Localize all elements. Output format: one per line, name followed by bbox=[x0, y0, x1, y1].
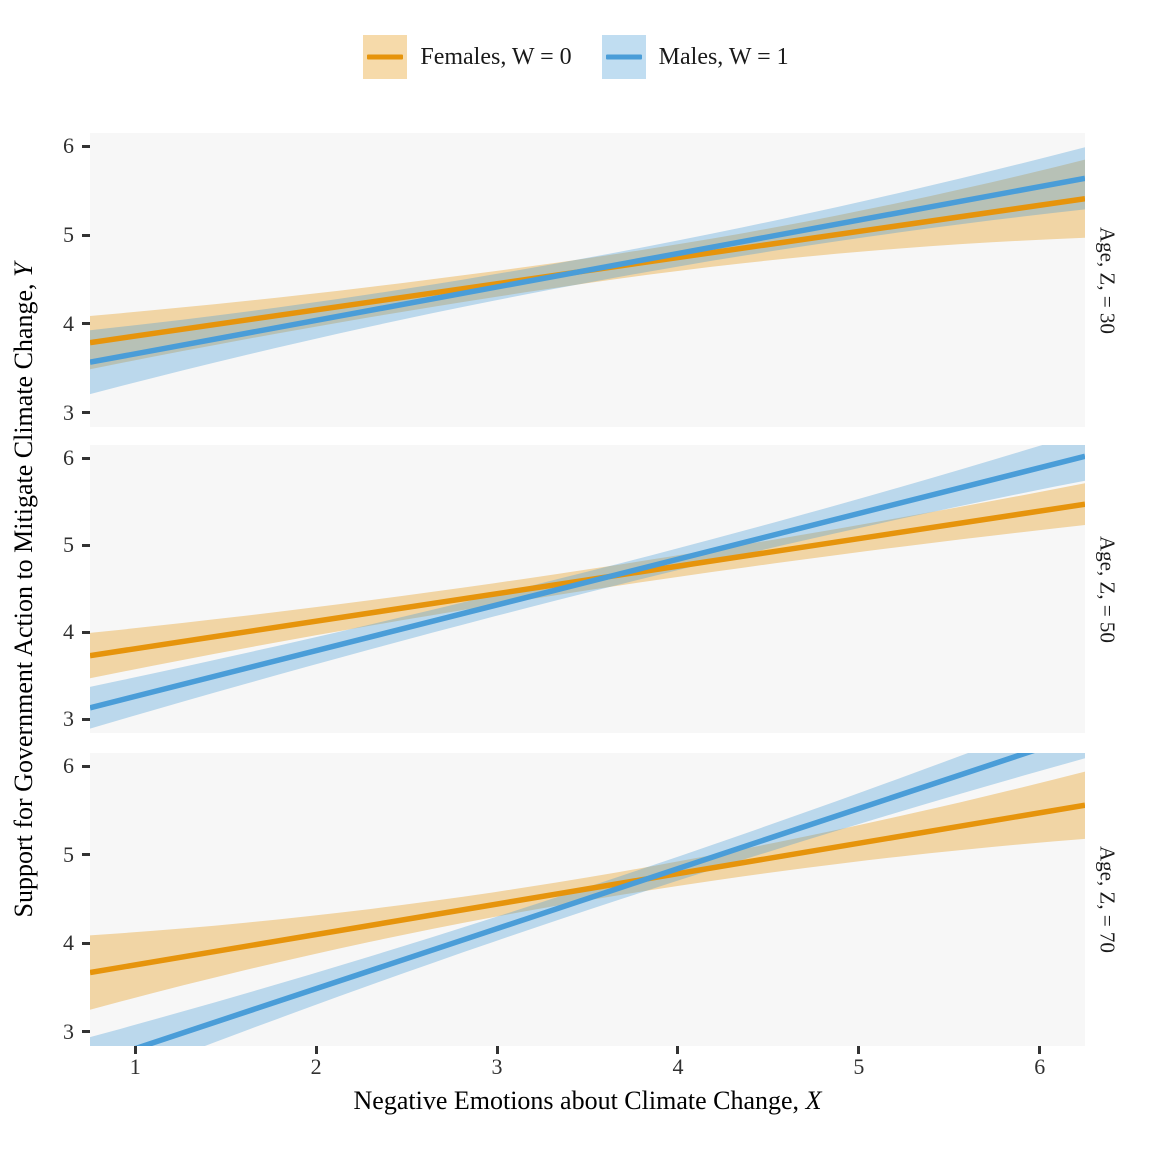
x-axis-tick-mark bbox=[676, 1046, 680, 1054]
y-axis-tick-label: 5 bbox=[63, 222, 74, 248]
y-axis-tick-mark bbox=[82, 411, 90, 415]
x-axis-title-text: Negative Emotions about Climate Change, bbox=[353, 1086, 806, 1115]
legend-label: Males, W = 1 bbox=[658, 43, 789, 70]
x-axis-tick-label: 5 bbox=[853, 1054, 865, 1079]
y-axis-tick-mark bbox=[82, 543, 90, 547]
x-axis-tick-label: 1 bbox=[129, 1054, 141, 1079]
y-axis-tick-label: 4 bbox=[63, 930, 74, 956]
facet-strip-label: Age, Z, = 50 bbox=[1095, 535, 1120, 643]
y-axis-title-text: Support for Government Action to Mitigat… bbox=[9, 276, 38, 918]
y-axis-tick-mark bbox=[82, 764, 90, 768]
y-axis-tick-label: 5 bbox=[63, 841, 74, 867]
x-axis-title: Negative Emotions about Climate Change, … bbox=[90, 1086, 1085, 1116]
y-axis-tick-label: 6 bbox=[63, 445, 74, 471]
y-axis-tick-mark bbox=[82, 1030, 90, 1034]
y-axis-tick-mark bbox=[82, 456, 90, 460]
facet-strip-label: Age, Z, = 70 bbox=[1095, 846, 1120, 953]
legend-item: Females, W = 0 bbox=[363, 35, 572, 79]
y-axis-tick-mark bbox=[82, 630, 90, 634]
y-axis-tick-mark bbox=[82, 233, 90, 237]
facet-panel-z30 bbox=[90, 133, 1085, 427]
facet-panel-z70 bbox=[90, 753, 1085, 1046]
regression-line-males bbox=[90, 453, 1085, 711]
x-axis-title-variable: X bbox=[805, 1086, 822, 1115]
legend: Females, W = 0 Males, W = 1 bbox=[0, 34, 1152, 80]
y-axis-title-variable: Y bbox=[9, 262, 38, 277]
x-axis-tick-label: 3 bbox=[491, 1054, 503, 1079]
y-axis-tick-label: 3 bbox=[63, 399, 74, 425]
legend-key-line bbox=[605, 54, 642, 60]
facet-panel-z50 bbox=[90, 445, 1085, 733]
legend-key-swatch bbox=[363, 35, 408, 79]
y-axis-tick-mark bbox=[82, 717, 90, 721]
y-axis-tick-label: 6 bbox=[63, 133, 74, 159]
x-axis-tick-label: 6 bbox=[1034, 1054, 1046, 1079]
y-axis-tick-mark bbox=[82, 322, 90, 326]
y-axis-tick-label: 3 bbox=[63, 1018, 74, 1044]
x-axis-tick-mark bbox=[133, 1046, 137, 1054]
y-axis-tick-mark bbox=[82, 144, 90, 148]
x-axis-tick-mark bbox=[857, 1046, 861, 1054]
y-axis-tick-label: 5 bbox=[63, 532, 74, 558]
y-axis-tick-mark bbox=[82, 941, 90, 945]
legend-item: Males, W = 1 bbox=[601, 35, 789, 79]
x-axis-tick-mark bbox=[495, 1046, 499, 1054]
y-axis-tick-label: 4 bbox=[63, 310, 74, 336]
y-axis-tick-mark bbox=[82, 853, 90, 857]
regression-line-males bbox=[90, 175, 1085, 365]
legend-key-line bbox=[367, 54, 404, 60]
legend-key-swatch bbox=[601, 35, 646, 79]
x-axis-tick-mark bbox=[314, 1046, 318, 1054]
regression-line-males bbox=[134, 753, 1035, 1046]
legend-label: Females, W = 0 bbox=[420, 43, 572, 70]
x-axis-tick-label: 4 bbox=[672, 1054, 684, 1079]
regression-line-females bbox=[90, 802, 1085, 976]
y-axis-title: Support for Government Action to Mitigat… bbox=[9, 263, 39, 918]
facet-strip-label: Age, Z, = 30 bbox=[1095, 226, 1120, 334]
y-axis-tick-label: 4 bbox=[63, 619, 74, 645]
x-axis-tick-label: 2 bbox=[310, 1054, 322, 1079]
x-axis-tick-mark bbox=[1038, 1046, 1042, 1054]
confidence-ribbon-males bbox=[90, 445, 1085, 729]
y-axis-tick-label: 6 bbox=[63, 753, 74, 779]
y-axis-tick-label: 3 bbox=[63, 706, 74, 732]
